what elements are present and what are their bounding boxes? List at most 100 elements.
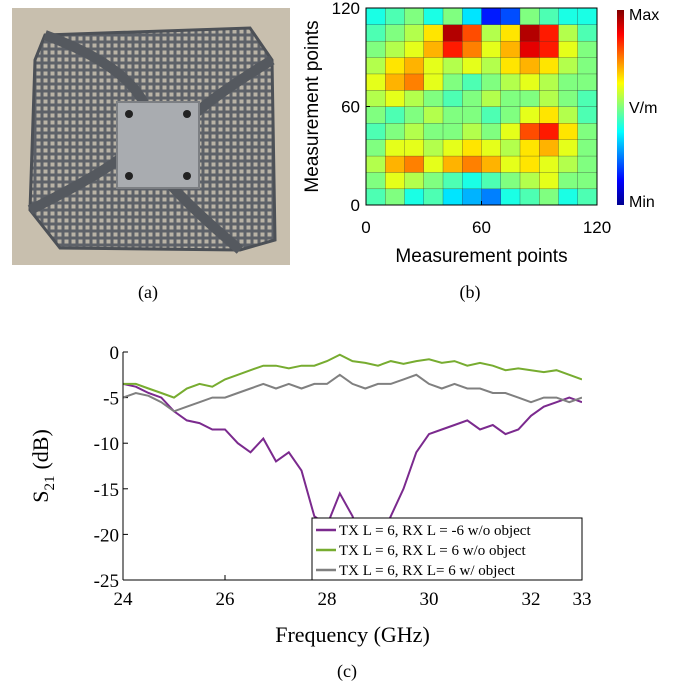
heat-cell	[519, 122, 540, 140]
heat-cell	[500, 57, 521, 75]
heat-cell	[423, 7, 444, 25]
heat-cell	[539, 57, 559, 75]
heat-cell	[462, 122, 482, 140]
heat-cell	[577, 89, 598, 107]
x-tick-label: 30	[420, 589, 439, 610]
y-tick-label: 0	[110, 343, 120, 364]
series-line	[123, 382, 582, 555]
heat-cell	[519, 106, 540, 124]
heat-cell	[462, 7, 482, 25]
heat-cell	[577, 40, 598, 58]
heat-cell	[577, 172, 598, 190]
heat-cell	[558, 106, 579, 124]
photo	[12, 8, 290, 265]
y-axis-label-part: S	[28, 491, 53, 503]
heat-cell	[365, 24, 386, 42]
heat-cell	[519, 24, 540, 42]
heat-cell	[539, 106, 559, 124]
heat-cell	[577, 188, 598, 206]
heat-cell	[462, 155, 482, 173]
heat-cell	[481, 139, 502, 157]
heat-cell	[558, 172, 579, 190]
heat-cell	[404, 172, 425, 190]
heat-cell	[462, 188, 482, 206]
heat-cell	[500, 139, 521, 157]
heat-cell	[500, 73, 521, 91]
caption: (a)	[138, 282, 158, 303]
plot-lines	[123, 353, 582, 555]
heat-cell	[404, 57, 425, 75]
legend-label: TX L = 6, RX L = -6 w/o object	[339, 523, 531, 539]
heat-cell	[404, 188, 425, 206]
heat-cell	[500, 172, 521, 190]
heat-cell	[539, 122, 559, 140]
heat-cell	[385, 188, 405, 206]
y-axis-label-sub: 21	[42, 476, 58, 491]
heat-cell	[558, 57, 579, 75]
heat-cell	[500, 89, 521, 107]
heat-cell	[442, 57, 463, 75]
heat-cell	[442, 7, 463, 25]
heat-cell	[365, 106, 386, 124]
heat-cell	[365, 122, 386, 140]
heat-cell	[365, 40, 386, 58]
legend-label: TX L = 6, RX L= 6 w/ object	[339, 563, 516, 579]
heat-cell	[539, 24, 559, 42]
colorbar-label: V/m	[629, 100, 657, 117]
heat-cell	[500, 155, 521, 173]
heat-cell	[558, 7, 579, 25]
heat-cell	[442, 73, 463, 91]
heat-cell	[404, 89, 425, 107]
heat-cell	[539, 7, 559, 25]
x-tick-label: 33	[573, 589, 592, 610]
heat-cell	[404, 40, 425, 58]
heat-cell	[558, 24, 579, 42]
heat-cell	[577, 106, 598, 124]
heat-cell	[462, 57, 482, 75]
heat-cell	[442, 155, 463, 173]
heat-cell	[385, 155, 405, 173]
heat-cell	[500, 122, 521, 140]
heat-cell	[539, 73, 559, 91]
y-tick-label: -20	[94, 525, 119, 546]
heat-cell	[481, 89, 502, 107]
heat-cell	[481, 40, 502, 58]
heat-cell	[404, 73, 425, 91]
heat-cell	[539, 172, 559, 190]
heat-cell	[481, 106, 502, 124]
heat-cell	[519, 172, 540, 190]
heat-cell	[500, 106, 521, 124]
x-axis-label: Frequency (GHz)	[275, 622, 430, 647]
heat-cell	[539, 40, 559, 58]
heat-cell	[519, 57, 540, 75]
y-axis-label: Measurement points	[302, 20, 323, 192]
heat-cell	[558, 40, 579, 58]
heat-cell	[462, 73, 482, 91]
y-tick-label: -15	[94, 480, 119, 501]
heat-cell	[385, 57, 405, 75]
heat-cell	[577, 73, 598, 91]
heat-cell	[365, 89, 386, 107]
heat-cell	[385, 139, 405, 157]
heat-cell	[404, 7, 425, 25]
heat-cell	[558, 155, 579, 173]
heat-cell	[481, 7, 502, 25]
heat-cell	[423, 139, 444, 157]
heat-cell	[385, 122, 405, 140]
heat-cell	[539, 155, 559, 173]
x-tick-label: 26	[216, 589, 235, 610]
heat-cell	[442, 89, 463, 107]
heat-cell	[558, 188, 579, 206]
heat-cell	[385, 24, 405, 42]
heat-cell	[365, 188, 386, 206]
y-axis-label: S21 (dB)	[28, 429, 58, 503]
heat-cell	[365, 139, 386, 157]
heat-cell	[385, 106, 405, 124]
y-tick-label: 120	[332, 0, 360, 18]
heat-cell	[404, 106, 425, 124]
x-tick-label: 120	[583, 218, 611, 237]
heat-cell	[558, 89, 579, 107]
colorbar-label: Min	[629, 194, 655, 211]
series-line	[123, 373, 582, 413]
